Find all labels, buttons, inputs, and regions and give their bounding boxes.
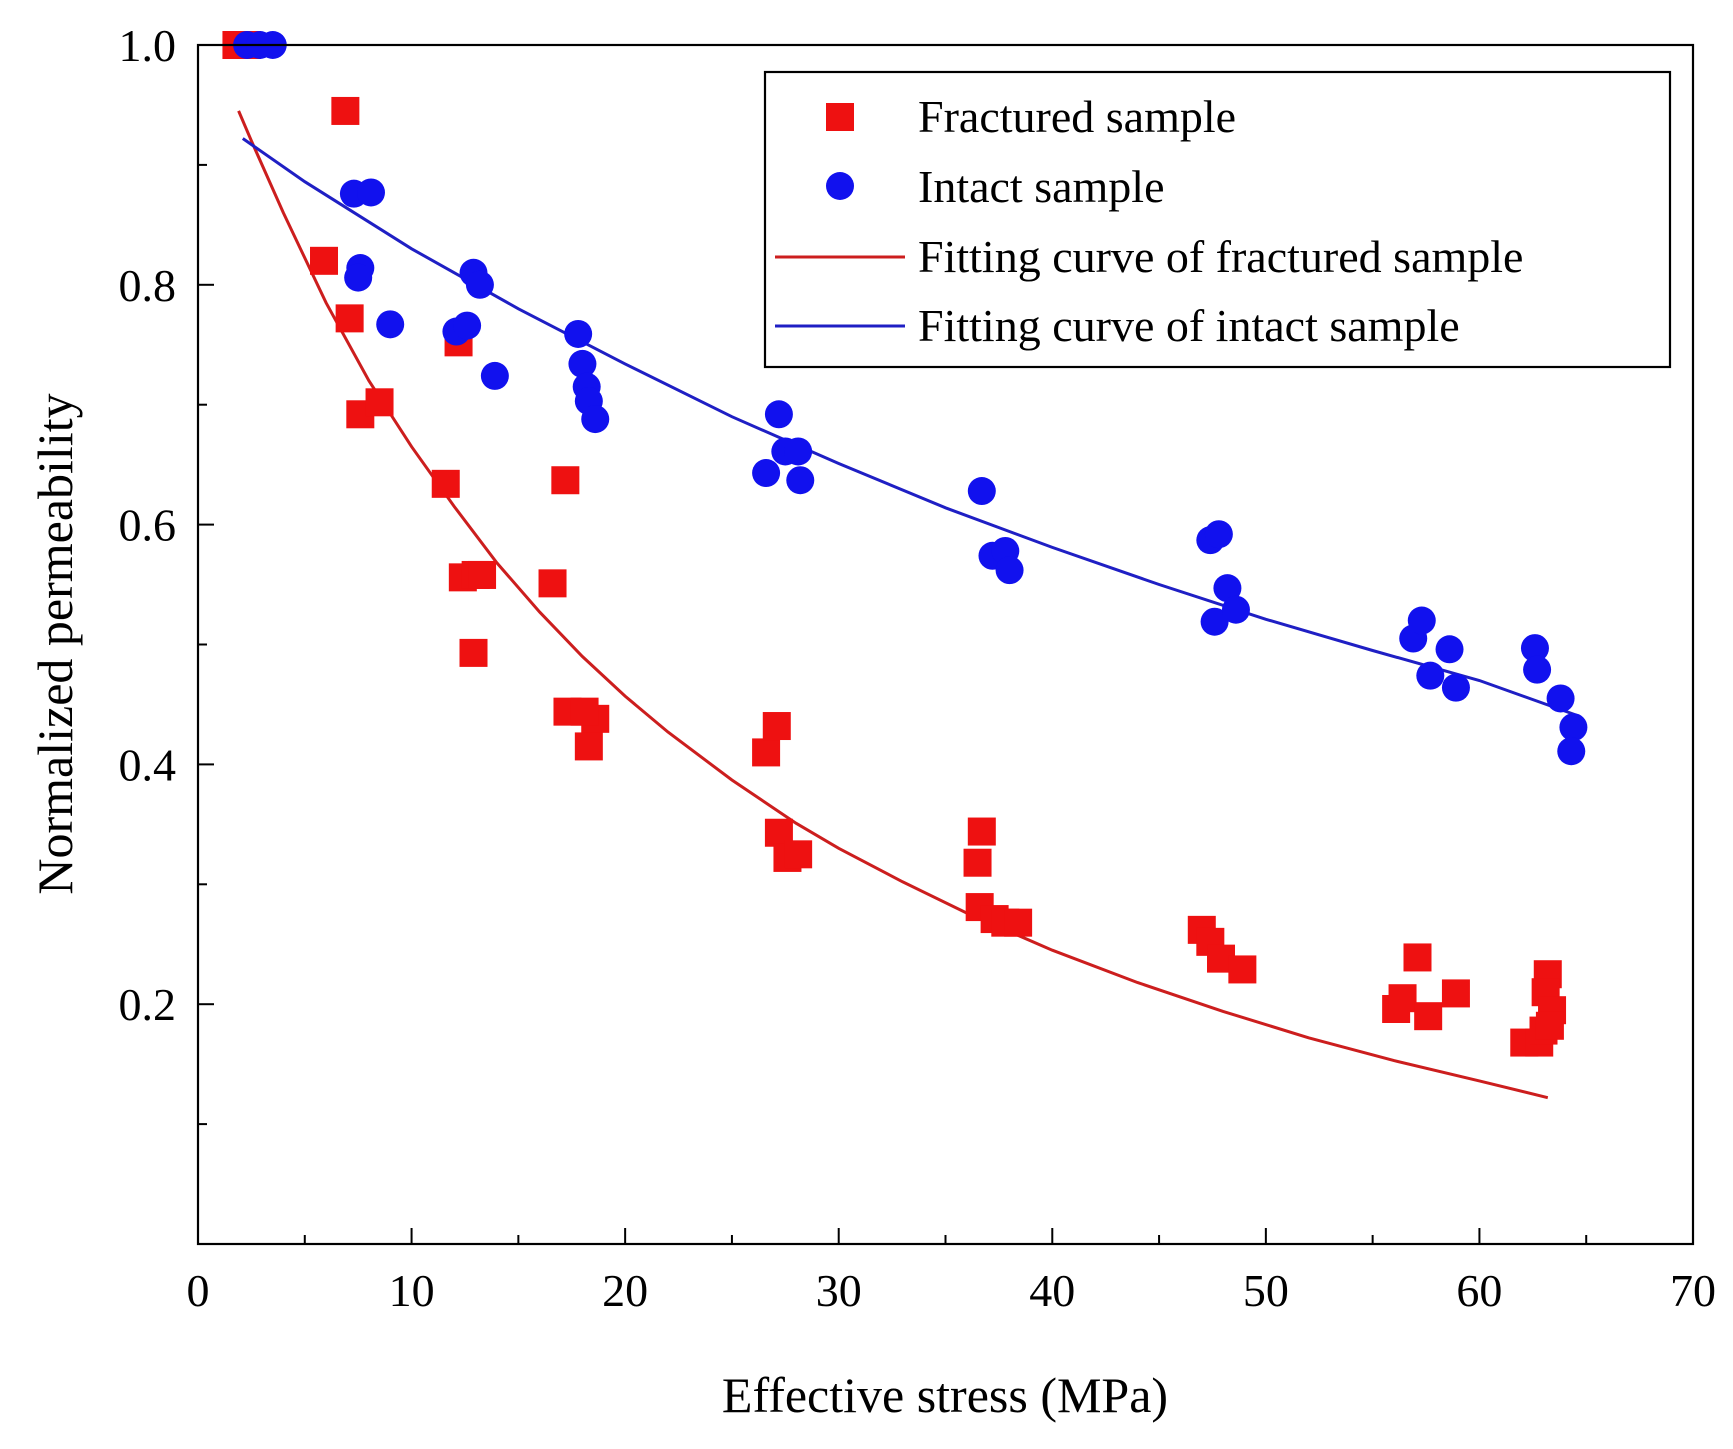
x-tick-label: 70 [1670,1265,1716,1316]
fractured-point [1441,979,1470,1008]
y-tick-label: 0.8 [119,260,177,311]
intact-point [784,437,813,466]
fractured-point [468,560,497,589]
ticks-layer: 0 10 20 30 40 50 60 70 0.2 0.4 0.6 0.8 1.0 [119,20,1717,1316]
y-axis-title: Normalized permeability [27,393,83,894]
x-tick-label: 50 [1243,1265,1289,1316]
legend-label-fractured: Fractured sample [918,91,1236,142]
fractured-point [1414,1002,1443,1031]
intact-point [581,405,610,434]
fractured-point [570,697,599,726]
fractured-point [331,96,360,125]
y-tick-label: 0.6 [119,500,177,551]
intact-point [967,477,996,506]
fractured-point [1388,984,1417,1013]
intact-point [356,178,385,207]
fractured-point [1535,1011,1564,1040]
x-tick-label: 20 [602,1265,648,1316]
series-layer [222,31,1588,1100]
fractured-point [762,712,791,741]
fractured-point [1004,908,1033,937]
intact-point [1221,595,1250,624]
intact-point [764,400,793,429]
x-tick-label: 60 [1456,1265,1502,1316]
fractured-point [967,817,996,846]
intact-point [1523,655,1552,684]
x-tick-label: 0 [187,1265,210,1316]
intact-point [1559,713,1588,742]
fractured-point [538,569,567,598]
fractured-point [310,246,339,275]
x-axis-title: Effective stress (MPa) [722,1367,1168,1423]
fitting-curve-intact [241,137,1581,718]
intact-point [480,361,509,390]
fractured-point [551,466,580,495]
fractured-point [784,840,813,869]
y-tick-label: 0.4 [119,739,177,790]
intact-point [1520,634,1549,663]
fractured-point [431,469,460,498]
legend: Fractured sample Intact sample Fitting c… [763,70,1672,369]
intact-point [786,466,815,495]
fitting-curve-fractured [237,110,1549,1100]
intact-point [995,556,1024,585]
fractured-point [459,638,488,667]
intact-point [1441,673,1470,702]
intact-point [1416,661,1445,690]
fractured-point [963,848,992,877]
y-tick-label: 0.2 [119,979,177,1030]
intact-point [1204,520,1233,549]
intact-point [344,263,373,292]
intact-point [1407,606,1436,635]
x-tick-label: 10 [389,1265,435,1316]
fractured-point [1403,943,1432,972]
intact-point [1200,607,1229,636]
fractured-point [335,304,364,333]
intact-point [568,349,597,378]
legend-label-intact: Intact sample [918,161,1165,212]
intact-point [1557,737,1586,766]
fractured-point [752,738,781,767]
intact-point [453,311,482,340]
legend-marker-fractured [826,103,854,131]
fractured-point [1228,955,1257,984]
intact-point [1435,635,1464,664]
y-tick-label: 1.0 [119,20,177,71]
intact-point [752,459,781,488]
legend-label-fractured-fit: Fitting curve of fractured sample [918,231,1523,282]
intact-point [376,310,405,339]
legend-frame [763,70,1672,369]
x-tick-label: 40 [1029,1265,1075,1316]
fractured-point [574,732,603,761]
intact-point [1546,684,1575,713]
intact-point [465,270,494,299]
legend-marker-intact [826,172,854,200]
intact-point [564,319,593,348]
legend-label-intact-fit: Fitting curve of intact sample [918,300,1460,351]
x-tick-label: 30 [816,1265,862,1316]
fractured-point [365,388,394,417]
intact-point [1213,574,1242,603]
